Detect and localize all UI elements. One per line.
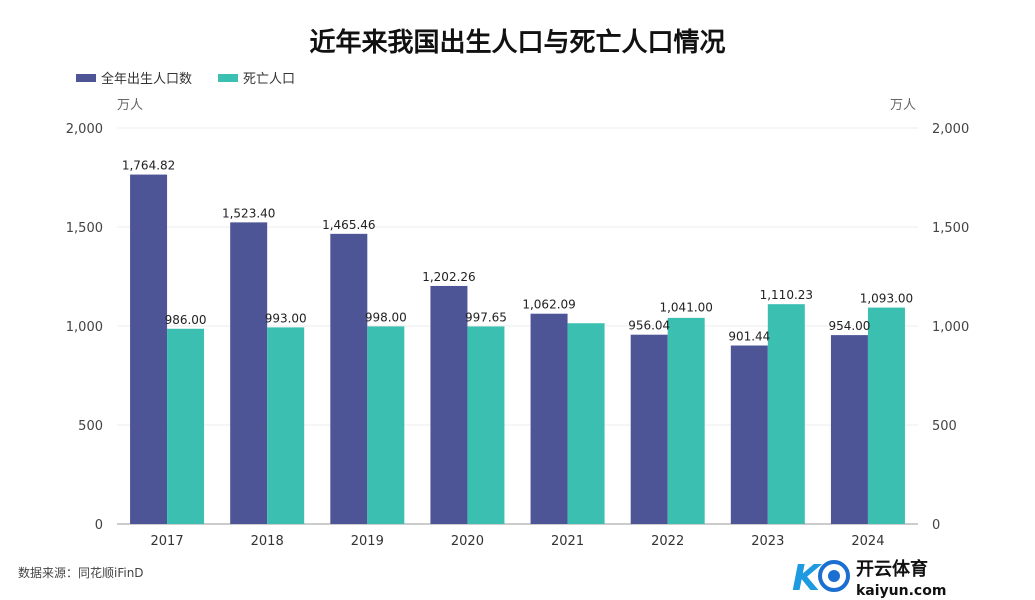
svg-text:开云体育: 开云体育: [856, 558, 928, 580]
chart-title: 近年来我国出生人口与死亡人口情况: [309, 28, 726, 58]
data-label: 1,465.46: [322, 218, 375, 232]
data-label: 998.00: [365, 310, 407, 324]
data-label: 954.00: [828, 319, 870, 333]
data-label: 1,110.23: [760, 288, 813, 302]
bar-births: [730, 345, 768, 524]
legend-item-deaths[interactable]: 死亡人口: [218, 68, 295, 87]
y-axis-left-unit: 万人: [117, 98, 144, 113]
bar-deaths: [867, 307, 905, 524]
data-label: 1,093.00: [860, 292, 913, 306]
data-label: 986.00: [165, 313, 207, 327]
legend-swatch: [218, 73, 238, 82]
x-tick-label: 2024: [851, 534, 884, 549]
plot-area: 0 0 500 500 1,000 1,000 1,500 1,500 2,000 2,000 20…: [66, 122, 969, 549]
svg-text:K: K: [792, 558, 823, 598]
y-tick-right: 2,000: [932, 122, 969, 137]
y-tick-left: 500: [78, 419, 103, 434]
data-label: 1,041.00: [659, 301, 712, 315]
bar-births: [230, 222, 268, 524]
data-label: 956.04: [628, 319, 670, 333]
x-tick-label: 2021: [551, 534, 584, 549]
data-label: 1,523.40: [222, 206, 275, 220]
legend-swatch: [76, 73, 96, 82]
bar-births: [430, 285, 468, 524]
bar-deaths: [167, 328, 205, 524]
data-label: 997.65: [465, 310, 507, 324]
bar-births: [330, 233, 368, 524]
bar-deaths: [467, 326, 505, 524]
data-label: 1,202.26: [422, 270, 475, 284]
bar-deaths: [567, 323, 605, 524]
x-tick-label: 2019: [351, 534, 384, 549]
legend-label: 死亡人口: [243, 72, 296, 87]
x-tick-label: 2022: [651, 534, 684, 549]
data-label: 993.00: [265, 311, 307, 325]
bar-births: [830, 335, 868, 524]
y-tick-left: 2,000: [66, 122, 103, 137]
x-tick-label: 2017: [151, 534, 184, 549]
bar-deaths: [267, 327, 305, 524]
x-tick-label: 2020: [451, 534, 484, 549]
bar-births: [130, 174, 168, 524]
bar-deaths: [667, 317, 705, 524]
svg-text:kaiyun.com: kaiyun.com: [856, 583, 946, 598]
x-tick-label: 2023: [751, 534, 784, 549]
y-tick-right: 1,500: [932, 221, 969, 236]
data-label: 901.44: [728, 330, 770, 344]
y-tick-right: 1,000: [932, 320, 969, 335]
legend-item-births[interactable]: 全年出生人口数: [76, 68, 192, 87]
legend-label: 全年出生人口数: [101, 72, 193, 87]
bar-deaths: [367, 326, 405, 524]
kaiyun-logo-watermark: K 开云体育 kaiyun.com: [792, 558, 946, 598]
y-tick-left: 1,000: [66, 320, 103, 335]
y-tick-left: 1,500: [66, 221, 103, 236]
bar-births: [530, 313, 568, 524]
bar-deaths: [767, 304, 805, 524]
data-source: 数据来源：同花顺iFinD: [18, 566, 144, 580]
x-tick-label: 2018: [251, 534, 284, 549]
y-axis-right-unit: 万人: [890, 98, 917, 113]
bar-births: [630, 334, 668, 524]
data-label: 1,764.82: [122, 159, 175, 173]
y-tick-left: 0: [95, 518, 103, 533]
data-label: 1,062.09: [522, 298, 575, 312]
y-tick-right: 500: [932, 419, 957, 434]
y-tick-right: 0: [932, 518, 940, 533]
